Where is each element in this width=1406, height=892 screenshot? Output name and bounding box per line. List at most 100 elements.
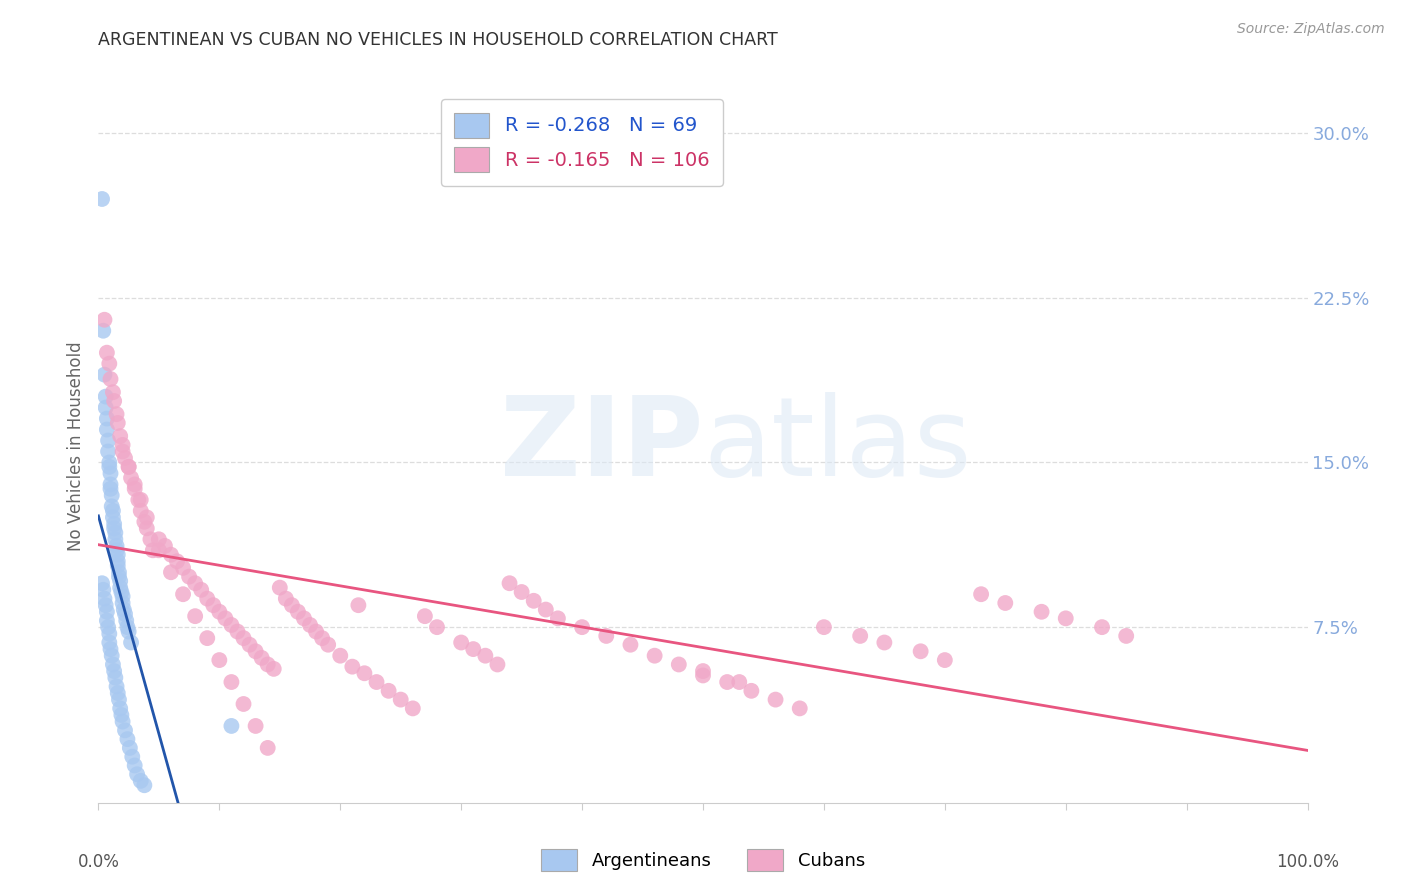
Point [103,521,125,535]
Point [127,767,149,781]
Point [120,635,142,649]
Point [96,605,118,619]
Point [311,631,333,645]
Point [305,624,328,639]
Point [463,642,485,657]
Point [139,533,162,547]
Point [100,488,122,502]
Point [114,607,136,621]
Point [96,614,118,628]
Legend: R = -0.268   N = 69, R = -0.165   N = 106: R = -0.268 N = 69, R = -0.165 N = 106 [441,99,723,186]
Point [474,648,496,663]
Point [124,482,146,496]
Text: ZIP: ZIP [499,392,703,500]
Point [172,587,194,601]
Point [232,631,254,645]
Point [114,451,136,466]
Point [108,566,131,580]
Point [316,638,339,652]
Point [114,723,136,738]
Point [250,651,273,665]
Point [534,602,557,616]
Point [547,611,569,625]
Point [98,459,121,474]
Point [98,626,121,640]
Point [221,675,243,690]
Point [426,620,449,634]
Point [108,574,131,588]
Point [166,554,188,568]
Point [256,740,278,755]
Point [172,561,194,575]
Point [849,629,872,643]
Point [184,609,207,624]
Point [107,554,129,568]
Point [195,631,218,645]
Point [103,394,125,409]
Point [96,345,118,359]
Point [245,644,267,658]
Point [91,324,114,338]
Point [118,459,141,474]
Point [93,591,115,606]
Point [105,407,128,421]
Point [595,629,617,643]
Point [329,648,352,663]
Point [1054,611,1077,625]
Point [105,680,128,694]
Point [1115,629,1137,643]
Point [160,548,183,562]
Point [107,558,129,573]
Point [108,569,131,583]
Point [274,591,297,606]
Point [353,666,375,681]
Point [498,576,520,591]
Text: atlas: atlas [703,392,972,500]
Point [118,459,141,474]
Point [160,566,183,580]
Point [148,543,170,558]
Y-axis label: No Vehicles in Household: No Vehicles in Household [67,341,86,551]
Point [208,605,231,619]
Point [111,714,134,729]
Point [108,701,131,715]
Point [94,598,117,612]
Point [765,692,787,706]
Point [104,671,127,685]
Point [96,411,118,425]
Point [190,582,212,597]
Point [100,482,122,496]
Point [101,510,124,524]
Point [135,510,157,524]
Point [692,664,714,678]
Point [716,675,738,690]
Point [692,668,714,682]
Point [299,618,322,632]
Point [970,587,993,601]
Point [111,596,134,610]
Point [112,602,135,616]
Point [221,719,243,733]
Point [934,653,956,667]
Point [728,675,751,690]
Point [100,648,122,663]
Point [129,773,152,788]
Point [104,525,127,540]
Point [1091,620,1114,634]
Text: Source: ZipAtlas.com: Source: ZipAtlas.com [1237,22,1385,37]
Point [153,539,176,553]
Point [111,590,134,604]
Point [118,624,141,639]
Point [813,620,835,634]
Point [402,701,425,715]
Point [135,521,157,535]
Point [142,543,165,558]
Point [91,582,114,597]
Point [910,644,932,658]
Point [245,719,267,733]
Point [450,635,472,649]
Point [256,657,278,672]
Point [129,492,152,507]
Point [117,620,139,634]
Point [98,455,121,469]
